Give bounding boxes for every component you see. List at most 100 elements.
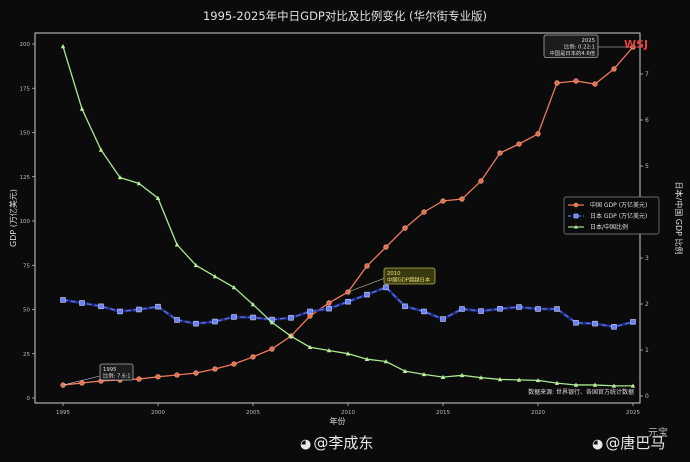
x-tick-label: 1995 xyxy=(56,410,70,416)
data-point xyxy=(478,375,484,380)
legend-box xyxy=(563,196,660,235)
data-point xyxy=(231,285,237,290)
y-tick-label: 125 xyxy=(20,175,31,181)
annotation-1995 xyxy=(99,363,134,381)
data-point xyxy=(345,351,351,356)
data-point xyxy=(79,380,85,386)
x-axis-label: 年份 xyxy=(330,416,346,426)
data-point xyxy=(79,300,85,306)
data-point xyxy=(592,81,598,87)
annotation-1995-text: 1995 xyxy=(103,367,116,373)
data-point xyxy=(535,377,541,383)
annotation-2010 xyxy=(383,267,436,285)
legend-marker xyxy=(573,202,579,208)
data-point xyxy=(630,383,636,388)
y2-tick-label: 5 xyxy=(645,163,649,170)
y2-tick-label: 3 xyxy=(645,255,649,262)
watermark-right: ◕ @唐巴马 xyxy=(592,432,665,453)
data-point xyxy=(269,320,275,325)
series-2 xyxy=(60,44,636,388)
data-point xyxy=(554,306,560,312)
data-point xyxy=(155,195,161,200)
y-tick-label: 50 xyxy=(23,308,30,314)
data-point xyxy=(611,383,617,388)
data-point xyxy=(364,263,370,269)
y-tick-label: 100 xyxy=(20,219,31,225)
data-point xyxy=(307,344,313,350)
data-point xyxy=(60,44,66,49)
data-point xyxy=(212,318,218,325)
annotation-2010-text: 中国GDP超越日本 xyxy=(387,276,431,284)
data-point xyxy=(307,313,313,319)
data-point xyxy=(269,346,275,352)
data-point xyxy=(250,314,256,321)
y-tick-label: 175 xyxy=(20,86,31,92)
data-point xyxy=(98,147,104,152)
watermark-right-text: @唐巴马 xyxy=(605,434,666,452)
data-point xyxy=(212,366,218,372)
data-point xyxy=(554,380,560,385)
data-point xyxy=(611,66,617,72)
y-tick-label: 75 xyxy=(23,263,30,269)
data-point xyxy=(136,181,142,186)
data-point xyxy=(212,274,218,279)
data-point xyxy=(288,315,294,321)
data-point xyxy=(307,308,313,315)
data-point xyxy=(383,284,389,291)
data-point xyxy=(79,106,85,111)
data-point xyxy=(421,371,427,377)
data-point xyxy=(193,262,199,268)
data-point xyxy=(592,320,598,327)
data-point xyxy=(60,382,66,388)
data-point xyxy=(516,377,522,382)
data-point xyxy=(459,196,465,202)
data-point xyxy=(573,78,579,84)
data-point xyxy=(155,374,161,380)
x-tick-label: 2005 xyxy=(246,410,260,416)
y-tick-label: 150 xyxy=(20,131,31,137)
annotation-2025-text: 比例: 0.22:1 xyxy=(564,43,595,51)
legend-label: 日本 GDP (万亿美元) xyxy=(590,212,647,220)
x-tick-label: 2020 xyxy=(531,410,545,416)
data-point xyxy=(231,314,237,320)
plot-frame xyxy=(34,32,641,404)
data-point xyxy=(136,376,142,382)
legend-marker xyxy=(574,225,578,229)
data-point xyxy=(174,372,180,378)
y-axis-label: GDP (万亿美元) xyxy=(8,189,18,247)
data-point xyxy=(611,324,617,330)
data-point xyxy=(478,178,484,184)
source-note: 数据来源: 世界银行、各国官方统计数据 xyxy=(528,388,634,396)
data-point xyxy=(250,354,256,360)
data-point xyxy=(440,316,446,322)
legend-marker xyxy=(573,213,579,219)
data-point xyxy=(174,317,180,323)
data-point xyxy=(117,308,123,315)
y2-tick-label: 6 xyxy=(645,117,649,124)
data-point xyxy=(535,306,541,312)
data-point xyxy=(326,305,332,312)
wsj-logo: WSJ xyxy=(624,38,648,51)
data-point xyxy=(421,308,427,315)
data-point xyxy=(497,377,503,382)
data-point xyxy=(98,303,104,310)
data-point xyxy=(497,150,503,156)
data-point xyxy=(174,242,180,247)
watermark-corner: 元宝 xyxy=(648,428,668,439)
x-tick-label: 2015 xyxy=(436,410,450,416)
annotation-2010-text: 2010 xyxy=(387,271,401,277)
data-point xyxy=(535,131,541,137)
data-point xyxy=(554,80,560,86)
annotation-arrow xyxy=(62,375,101,386)
legend-label: 日本/中国比例 xyxy=(590,223,628,231)
y-tick-label: 200 xyxy=(20,42,31,48)
y2-tick-label: 1 xyxy=(645,347,649,354)
series-1 xyxy=(60,284,636,330)
data-point xyxy=(516,141,522,147)
weibo-icon: ◕ xyxy=(592,437,604,452)
legend xyxy=(563,196,660,235)
annotation-2025-text: 中国是日本的4.6倍 xyxy=(549,49,595,57)
y2-axis-label: 日本/中国 GDP 比例 xyxy=(674,182,684,255)
data-point xyxy=(592,382,598,387)
watermark-left: ◕ @李成东 xyxy=(300,432,373,453)
